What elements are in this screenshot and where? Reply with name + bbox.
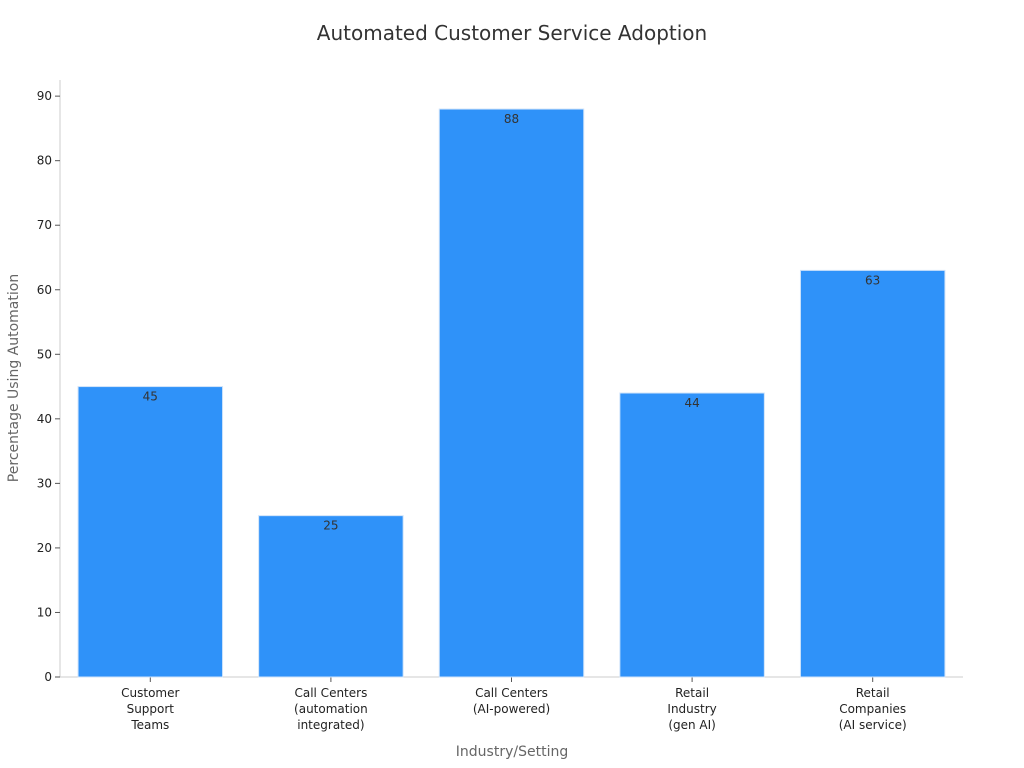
- y-tick-label: 80: [37, 154, 52, 168]
- x-tick-label-line: (AI-powered): [473, 702, 550, 716]
- x-axis: [60, 676, 963, 682]
- x-tick-label-line: Industry: [667, 702, 716, 716]
- bar: [258, 515, 404, 678]
- x-tick-label: Customer Support Teams: [121, 686, 179, 732]
- x-axis-title: Industry/Setting: [456, 744, 568, 760]
- x-tick-label: Call Centers (AI-powered): [473, 686, 550, 716]
- bar: [438, 108, 585, 678]
- bar-value-label: 88: [504, 112, 519, 126]
- x-tick-label-line: (automation: [294, 702, 368, 716]
- chart-title: Automated Customer Service Adoption: [317, 21, 707, 45]
- x-tick-label: Retail Industry (gen AI): [667, 686, 716, 732]
- y-tick-label: 60: [37, 283, 52, 297]
- y-axis-title: Percentage Using Automation: [6, 274, 22, 482]
- y-tick-label: 50: [37, 347, 52, 361]
- x-tick-label-line: Customer: [121, 686, 179, 700]
- y-tick-label: 70: [37, 218, 52, 232]
- y-tick-label: 40: [37, 412, 52, 426]
- y-tick-label: 90: [37, 89, 52, 103]
- bars: [77, 108, 946, 678]
- bar: [619, 392, 765, 678]
- y-tick-label: 10: [37, 605, 52, 619]
- bar: [799, 269, 946, 678]
- bar-value-label: 45: [143, 390, 158, 404]
- x-tick-label-line: (AI service): [839, 718, 907, 732]
- x-tick-label-line: Call Centers: [294, 686, 367, 700]
- x-tick-label-line: integrated): [297, 718, 364, 732]
- y-tick-label: 20: [37, 541, 52, 555]
- bar-value-label: 44: [684, 396, 699, 410]
- x-tick-label-line: Retail: [856, 686, 890, 700]
- bar: [77, 386, 224, 678]
- value-labels: 45 25 88 44 63: [143, 112, 881, 533]
- x-tick-label-line: Companies: [839, 702, 906, 716]
- x-tick-label-line: Support: [127, 702, 175, 716]
- x-tick-label: Call Centers (automation integrated): [294, 686, 368, 732]
- y-axis: 0 10 20 30 40 50 60 70 80 90: [37, 80, 61, 684]
- y-tick-label: 30: [37, 476, 52, 490]
- x-tick-label-line: (gen AI): [668, 718, 716, 732]
- x-tick-label-line: Teams: [130, 718, 169, 732]
- bar-value-label: 25: [323, 519, 338, 533]
- x-tick-label-line: Call Centers: [475, 686, 548, 700]
- x-tick-labels: Customer Support Teams Call Centers (automat…: [121, 686, 907, 732]
- x-tick-label: Retail Companies (AI service): [839, 686, 907, 732]
- bar-value-label: 63: [865, 273, 880, 287]
- y-tick-label: 0: [44, 670, 52, 684]
- x-tick-label-line: Retail: [675, 686, 709, 700]
